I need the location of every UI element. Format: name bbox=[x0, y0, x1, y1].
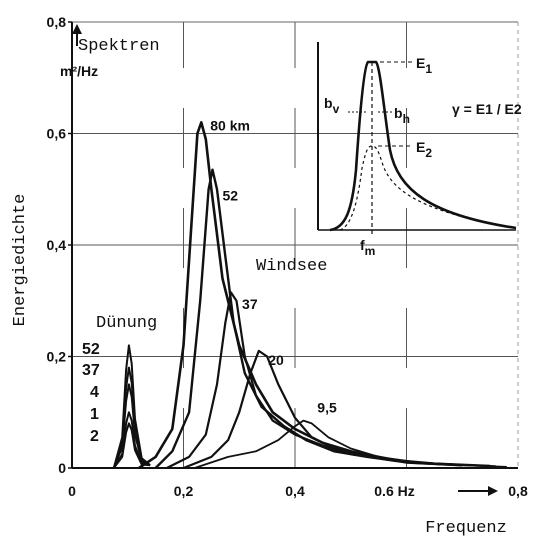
y-tick-label: 0 bbox=[58, 460, 66, 476]
y-unit-label: m²/Hz bbox=[60, 63, 98, 79]
series-label-3: 20 bbox=[268, 352, 284, 368]
x-tick-label: 0,2 bbox=[174, 483, 194, 499]
series-line-0 bbox=[138, 121, 463, 470]
x-tick-label: 0,8 bbox=[508, 483, 528, 499]
y-arrow-head bbox=[72, 24, 82, 34]
inset-diagram: E1 E2 bv bh fm γ = E1 / E2 bbox=[317, 42, 522, 258]
swell-label-3: 1 bbox=[90, 406, 99, 423]
series-label-1: 52 bbox=[223, 187, 239, 203]
y-axis-title: Energiedichte bbox=[11, 194, 30, 327]
annotation-spektren: Spektren bbox=[78, 37, 160, 56]
x-tick-label: 0 bbox=[68, 483, 76, 499]
swell-label-2: 4 bbox=[90, 384, 99, 401]
swell-label-1: 37 bbox=[82, 362, 100, 379]
x-axis-title: Frequenz bbox=[425, 519, 507, 538]
y-tick-label: 0,8 bbox=[47, 14, 67, 30]
swell-label-0: 52 bbox=[82, 341, 100, 358]
x-arrow-head bbox=[488, 486, 498, 496]
x-unit-label: 0.6 Hz bbox=[374, 483, 414, 499]
axes: 0 0,2 0,4 0,6 0,8 m²/Hz Energiedichte 0 0,2 0,4 0,… bbox=[11, 14, 528, 538]
series-line-3 bbox=[183, 349, 496, 470]
annotation-duenung: Dünung bbox=[96, 314, 157, 333]
swell-label-4: 2 bbox=[90, 428, 99, 445]
inset-peak-e1 bbox=[329, 60, 517, 232]
series-label-2: 37 bbox=[242, 296, 258, 312]
y-tick-label: 0,2 bbox=[47, 349, 67, 365]
y-tick-label: 0,4 bbox=[47, 237, 67, 253]
inset-label-fm: fm bbox=[360, 237, 375, 258]
inset-label-bh: bh bbox=[394, 105, 410, 126]
y-tick-label: 0,6 bbox=[47, 126, 67, 142]
labels: 80 km 52 37 20 9,5 Spektren Windsee Dünung 52 37 4… bbox=[78, 37, 337, 445]
inset-label-e1: E1 bbox=[416, 55, 432, 76]
x-tick-label: 0,4 bbox=[285, 483, 305, 499]
swell-peak-2 bbox=[112, 383, 151, 469]
grid bbox=[72, 21, 519, 468]
series-line-2 bbox=[166, 291, 491, 469]
inset-label-e2: E2 bbox=[416, 139, 432, 160]
series-line-4 bbox=[194, 419, 507, 469]
inset-label-bv: bv bbox=[324, 95, 340, 116]
series-lines bbox=[112, 121, 507, 470]
series-label-4: 9,5 bbox=[317, 399, 337, 415]
inset-peak-e2 bbox=[339, 145, 517, 231]
annotation-windsee: Windsee bbox=[256, 257, 327, 276]
inset-gamma-formula: γ = E1 / E2 bbox=[452, 101, 522, 117]
series-label-0: 80 km bbox=[210, 118, 250, 134]
swell-peak-4 bbox=[113, 422, 151, 469]
